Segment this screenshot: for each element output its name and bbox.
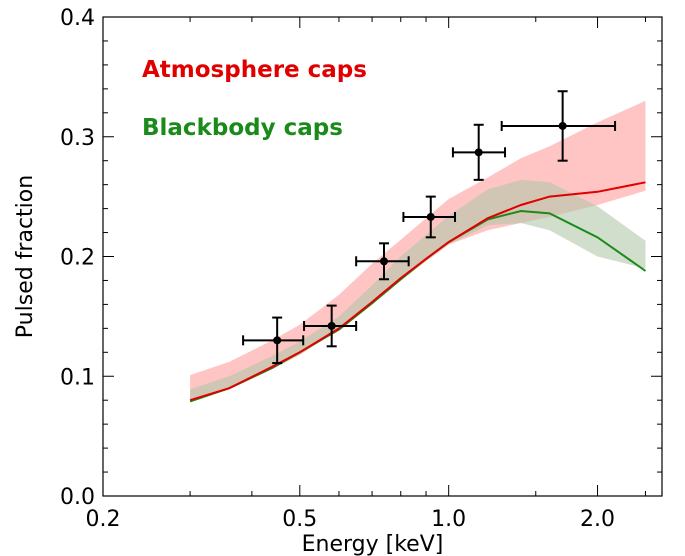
y-axis-label: Pulsed fraction (13, 175, 38, 338)
legend-blackbody-caps: Blackbody caps (142, 115, 343, 141)
point-marker (426, 212, 435, 221)
point-marker (558, 121, 567, 130)
measured-points (242, 90, 617, 365)
x-axis-label: Energy [keV] (302, 532, 444, 556)
model-bands (190, 100, 646, 402)
point-marker (380, 257, 389, 266)
y-tick-label: 0.4 (60, 6, 95, 31)
y-tick-label: 0.1 (60, 365, 95, 390)
axis-ticks (102, 16, 662, 497)
data-point-3 (355, 242, 410, 281)
data-point-5 (451, 123, 507, 181)
data-point-2 (303, 304, 358, 348)
x-tick-label: 0.2 (86, 507, 121, 532)
model-lines (189, 181, 647, 403)
y-tick-label: 0.2 (60, 246, 95, 271)
point-marker (474, 148, 483, 157)
band-blackbody (190, 179, 646, 402)
x-tick-label: 1.0 (431, 507, 466, 532)
tick-labels: 0.0 0.1 0.2 0.3 0.4 0.2 0.5 1.0 2.0 (60, 6, 615, 532)
point-marker (327, 321, 336, 330)
x-tick-label: 2.0 (580, 507, 615, 532)
data-point-4 (402, 195, 457, 239)
point-marker (273, 336, 282, 345)
x-tick-label: 0.5 (282, 507, 317, 532)
data-point-1 (242, 316, 305, 365)
data-point-6 (500, 90, 617, 162)
y-tick-label: 0.3 (60, 126, 95, 151)
line-atmosphere (189, 181, 646, 402)
y-tick-label: 0.0 (60, 485, 95, 510)
legend-atmosphere-caps: Atmosphere caps (142, 57, 367, 83)
